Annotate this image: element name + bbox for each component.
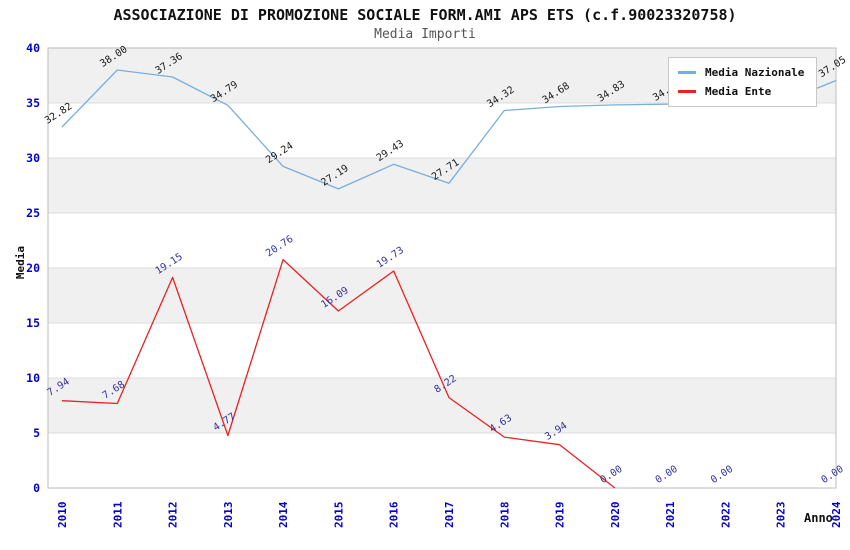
y-tick-label: 40 <box>26 41 40 55</box>
y-tick-label: 20 <box>26 261 40 275</box>
legend: Media Nazionale Media Ente <box>668 57 818 107</box>
x-tick-label: 2018 <box>498 502 511 529</box>
grid-band <box>48 268 836 323</box>
chart-title: ASSOCIAZIONE DI PROMOZIONE SOCIALE FORM.… <box>113 6 737 24</box>
y-axis-title: Media <box>14 246 27 280</box>
x-tick-label: 2016 <box>388 501 401 528</box>
y-tick-label: 35 <box>26 96 40 110</box>
x-tick-label: 2021 <box>664 501 677 528</box>
grid-band <box>48 158 836 213</box>
media-ente-line-icon <box>678 90 696 93</box>
x-axis-title: Anno <box>804 511 833 525</box>
x-tick-label: 2019 <box>554 502 567 529</box>
x-tick-label: 2023 <box>775 502 788 529</box>
chart-subtitle: Media Importi <box>374 27 476 42</box>
line-media-ente <box>61 258 616 489</box>
y-tick-label: 15 <box>26 316 40 330</box>
plot-border <box>47 47 837 489</box>
legend-label-media-ente: Media Ente <box>705 85 772 98</box>
x-tick-label: 2015 <box>332 502 345 529</box>
y-tick-label: 0 <box>33 481 40 495</box>
x-tick-label: 2013 <box>222 502 235 529</box>
x-tick-label: 2024 <box>830 501 843 528</box>
x-tick-label: 2017 <box>443 502 456 529</box>
legend-label-media-nazionale: Media Nazionale <box>705 66 805 79</box>
legend-item-media-ente: Media Ente <box>678 82 804 101</box>
media-nazionale-line-icon <box>678 71 696 74</box>
y-tick-label: 10 <box>26 371 40 385</box>
x-tick-label: 2011 <box>111 501 124 528</box>
x-tick-label: 2014 <box>277 501 290 528</box>
x-tick-label: 2020 <box>609 502 622 529</box>
x-tick-label: 2010 <box>56 502 69 529</box>
x-tick-label: 2022 <box>719 502 732 529</box>
y-tick-label: 5 <box>33 426 40 440</box>
x-tick-label: 2012 <box>167 502 180 529</box>
grid-band <box>48 378 836 433</box>
legend-item-media-nazionale: Media Nazionale <box>678 63 804 82</box>
y-tick-label: 30 <box>26 151 40 165</box>
y-tick-label: 25 <box>26 206 40 220</box>
